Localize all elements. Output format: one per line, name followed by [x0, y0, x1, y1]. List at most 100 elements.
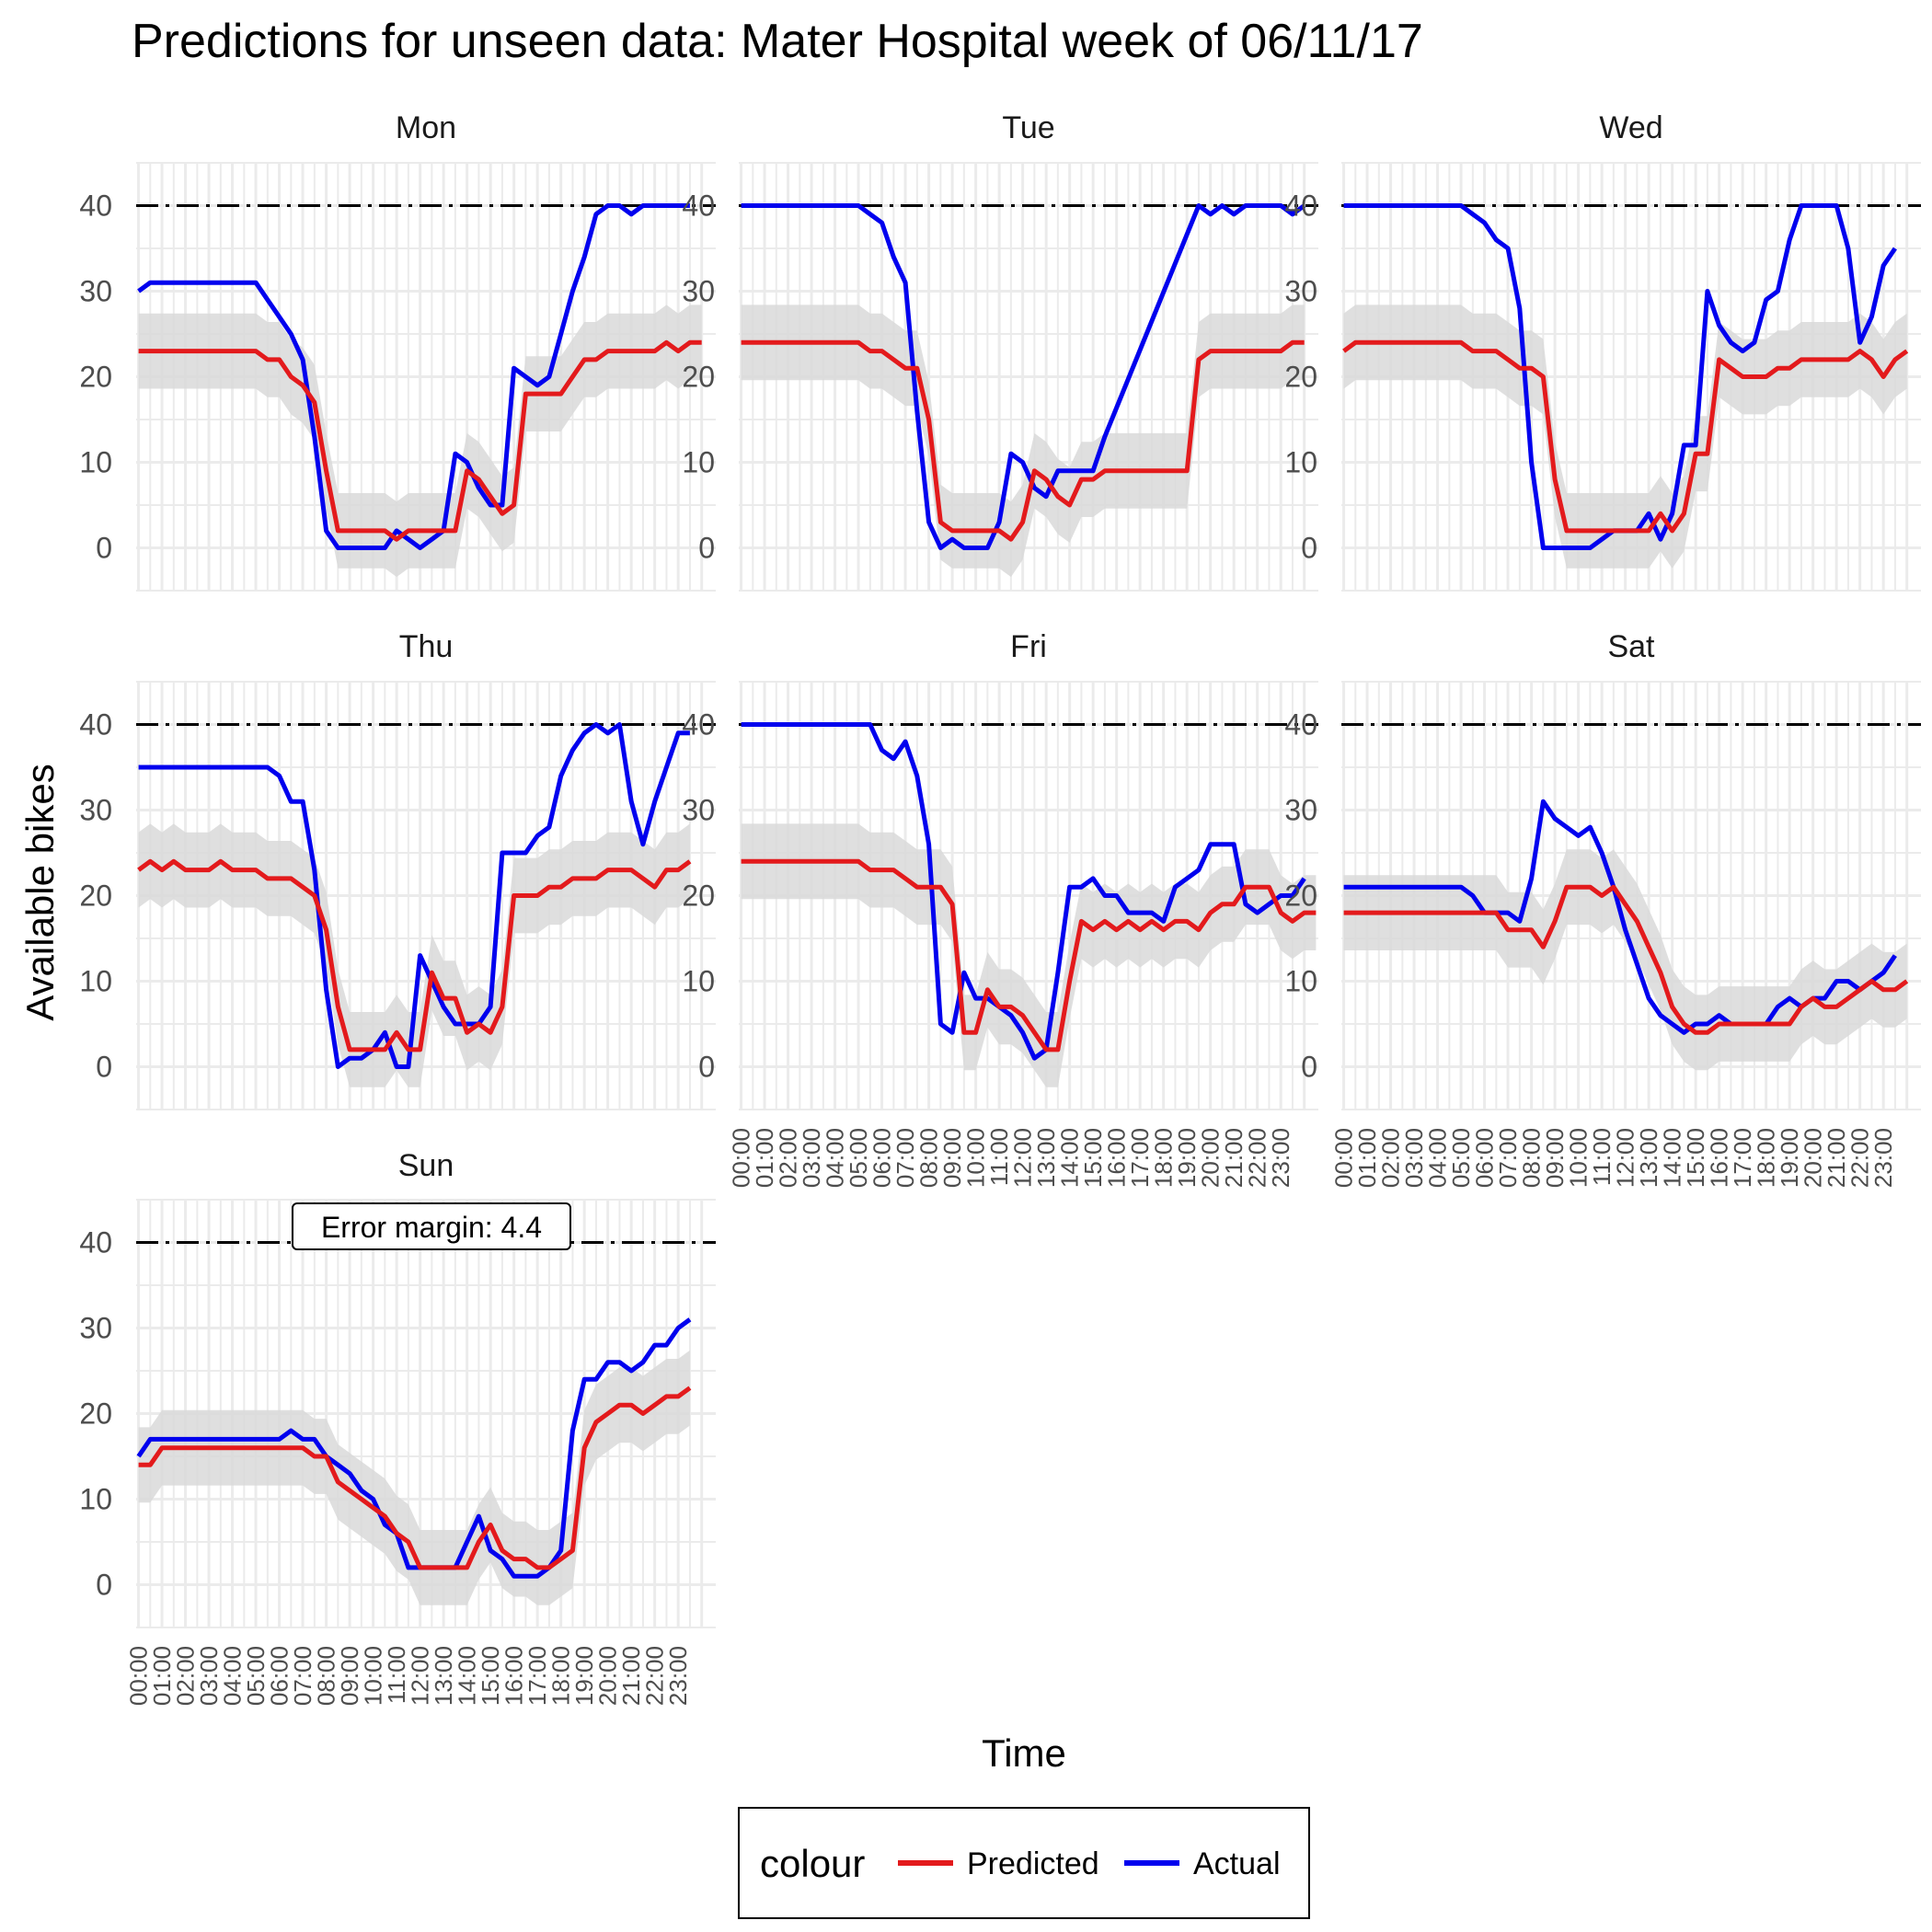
- x-tick-label: 13:00: [1032, 1128, 1060, 1188]
- y-tick-label: 10: [79, 965, 112, 998]
- x-tick-label: 02:00: [172, 1646, 200, 1706]
- x-tick-label: 14:00: [1056, 1128, 1084, 1188]
- x-tick-label: 01:00: [1353, 1128, 1381, 1188]
- panel-strip-label: Fri: [1010, 629, 1047, 664]
- x-tick-label: 14:00: [1659, 1128, 1686, 1188]
- y-tick-label: 40: [1284, 190, 1317, 223]
- series-predicted-line: [137, 858, 692, 1052]
- x-tick-label: 18:00: [1753, 1128, 1780, 1188]
- y-tick-label: 20: [79, 1397, 112, 1431]
- x-tick-label: 19:00: [1776, 1128, 1803, 1188]
- x-tick-label: 11:00: [985, 1128, 1013, 1186]
- x-tick-label: 20:00: [1197, 1128, 1225, 1188]
- panel-wed: Wed 0 10 20 30 40: [1284, 110, 1921, 592]
- x-tick-label: 09:00: [938, 1128, 966, 1188]
- series-predicted-line: [1342, 339, 1909, 534]
- y-tick-label: 30: [1284, 794, 1317, 827]
- x-tick-label: 11:00: [1588, 1128, 1616, 1186]
- x-tick-label: 15:00: [1682, 1128, 1709, 1188]
- x-tick-label: 23:00: [1869, 1128, 1897, 1188]
- y-tick-label: 0: [96, 1051, 112, 1084]
- panel-fri: Fri 0 10 20 30 40 00:0001:0002:0003:0004:0005:…: [682, 629, 1318, 1188]
- x-tick-label: 01:00: [148, 1646, 176, 1706]
- y-tick-label: 10: [79, 1483, 112, 1516]
- series-predicted-line: [138, 339, 702, 542]
- y-tick-label: 40: [1284, 708, 1317, 742]
- x-tick-label: 23:00: [1267, 1128, 1294, 1188]
- y-tick-label: 30: [79, 1312, 112, 1345]
- panel-strip-label: Tue: [1002, 110, 1054, 145]
- y-tick-label: 40: [79, 1226, 112, 1259]
- x-tick-label: 09:00: [336, 1646, 363, 1706]
- x-tick-label: 10:00: [962, 1128, 990, 1188]
- x-tick-label: 00:00: [125, 1646, 153, 1706]
- x-tick-label: 07:00: [289, 1646, 316, 1706]
- x-tick-label: 12:00: [407, 1646, 434, 1706]
- legend-box: [738, 1807, 1310, 1919]
- x-tick-label: 21:00: [1823, 1128, 1850, 1188]
- x-tick-label: 07:00: [1494, 1128, 1522, 1188]
- panel-mon: Mon 0 10 20 30 40: [79, 110, 716, 592]
- x-tick-label: 22:00: [1244, 1128, 1271, 1188]
- error-ribbon: [1343, 305, 1907, 569]
- series-predicted-line: [741, 858, 1317, 1052]
- y-tick-label: 0: [96, 532, 112, 565]
- x-tick-label: 21:00: [1220, 1128, 1248, 1188]
- x-tick-label: 04:00: [219, 1646, 247, 1706]
- x-tick-label: 15:00: [1079, 1128, 1107, 1188]
- x-tick-label: 00:00: [728, 1128, 755, 1188]
- y-tick-label: 30: [79, 275, 112, 308]
- x-tick-label: 16:00: [500, 1646, 528, 1706]
- y-tick-label: 0: [1301, 1051, 1317, 1084]
- y-tick-label: 0: [96, 1569, 112, 1602]
- x-tick-label: 14:00: [454, 1646, 481, 1706]
- y-tick-label: 10: [79, 446, 112, 479]
- legend-title: colour: [760, 1842, 865, 1885]
- x-tick-label: 21:00: [617, 1646, 645, 1706]
- y-tick-label: 20: [682, 880, 715, 913]
- x-tick-label: 05:00: [845, 1128, 872, 1188]
- legend-label-predicted: Predicted: [967, 1846, 1099, 1881]
- x-tick-label: 06:00: [266, 1646, 293, 1706]
- x-tick-label: 07:00: [891, 1128, 919, 1188]
- series-predicted-line: [138, 1386, 692, 1570]
- error-ribbon: [741, 305, 1305, 578]
- y-tick-label: 40: [79, 708, 112, 742]
- x-tick-label: 04:00: [822, 1128, 849, 1188]
- series-actual-line: [741, 722, 1306, 1061]
- y-tick-label: 10: [682, 965, 715, 998]
- x-tick-label: 05:00: [242, 1646, 270, 1706]
- x-axis-title: Time: [982, 1731, 1066, 1775]
- legend: colour Predicted Actual: [738, 1807, 1310, 1919]
- x-tick-label: 03:00: [195, 1646, 223, 1706]
- error-ribbon: [138, 305, 702, 578]
- panel-thu: Thu 0 10 20 30 40: [79, 629, 716, 1110]
- x-tick-label: 20:00: [1800, 1128, 1827, 1188]
- panel-strip-label: Wed: [1599, 110, 1662, 145]
- x-tick-label: 23:00: [664, 1646, 692, 1706]
- x-tick-label: 01:00: [751, 1128, 778, 1188]
- y-tick-label: 30: [79, 794, 112, 827]
- y-tick-label: 0: [1301, 532, 1317, 565]
- x-tick-label: 03:00: [798, 1128, 825, 1188]
- y-tick-label: 10: [1284, 446, 1317, 479]
- y-tick-label: 20: [79, 361, 112, 394]
- x-tick-label: 19:00: [1173, 1128, 1201, 1188]
- y-axis-title: Available bikes: [18, 764, 62, 1020]
- series-actual-line: [137, 203, 690, 550]
- x-tick-label: 19:00: [570, 1646, 598, 1706]
- y-tick-label: 30: [682, 275, 715, 308]
- y-tick-label: 0: [698, 1051, 715, 1084]
- x-tick-label: 22:00: [641, 1646, 669, 1706]
- x-tick-label: 15:00: [477, 1646, 504, 1706]
- x-tick-label: 13:00: [430, 1646, 457, 1706]
- x-tick-label: 06:00: [868, 1128, 896, 1188]
- x-tick-label: 20:00: [594, 1646, 622, 1706]
- x-tick-label: 09:00: [1541, 1128, 1569, 1188]
- panel-strip-label: Mon: [396, 110, 456, 145]
- x-tick-label: 08:00: [313, 1646, 340, 1706]
- y-tick-label: 40: [682, 190, 715, 223]
- panel-sun: Sun 0 10 20 30 40 00:0001:0002:0003:0004:0005:…: [79, 1148, 716, 1706]
- y-tick-label: 20: [79, 880, 112, 913]
